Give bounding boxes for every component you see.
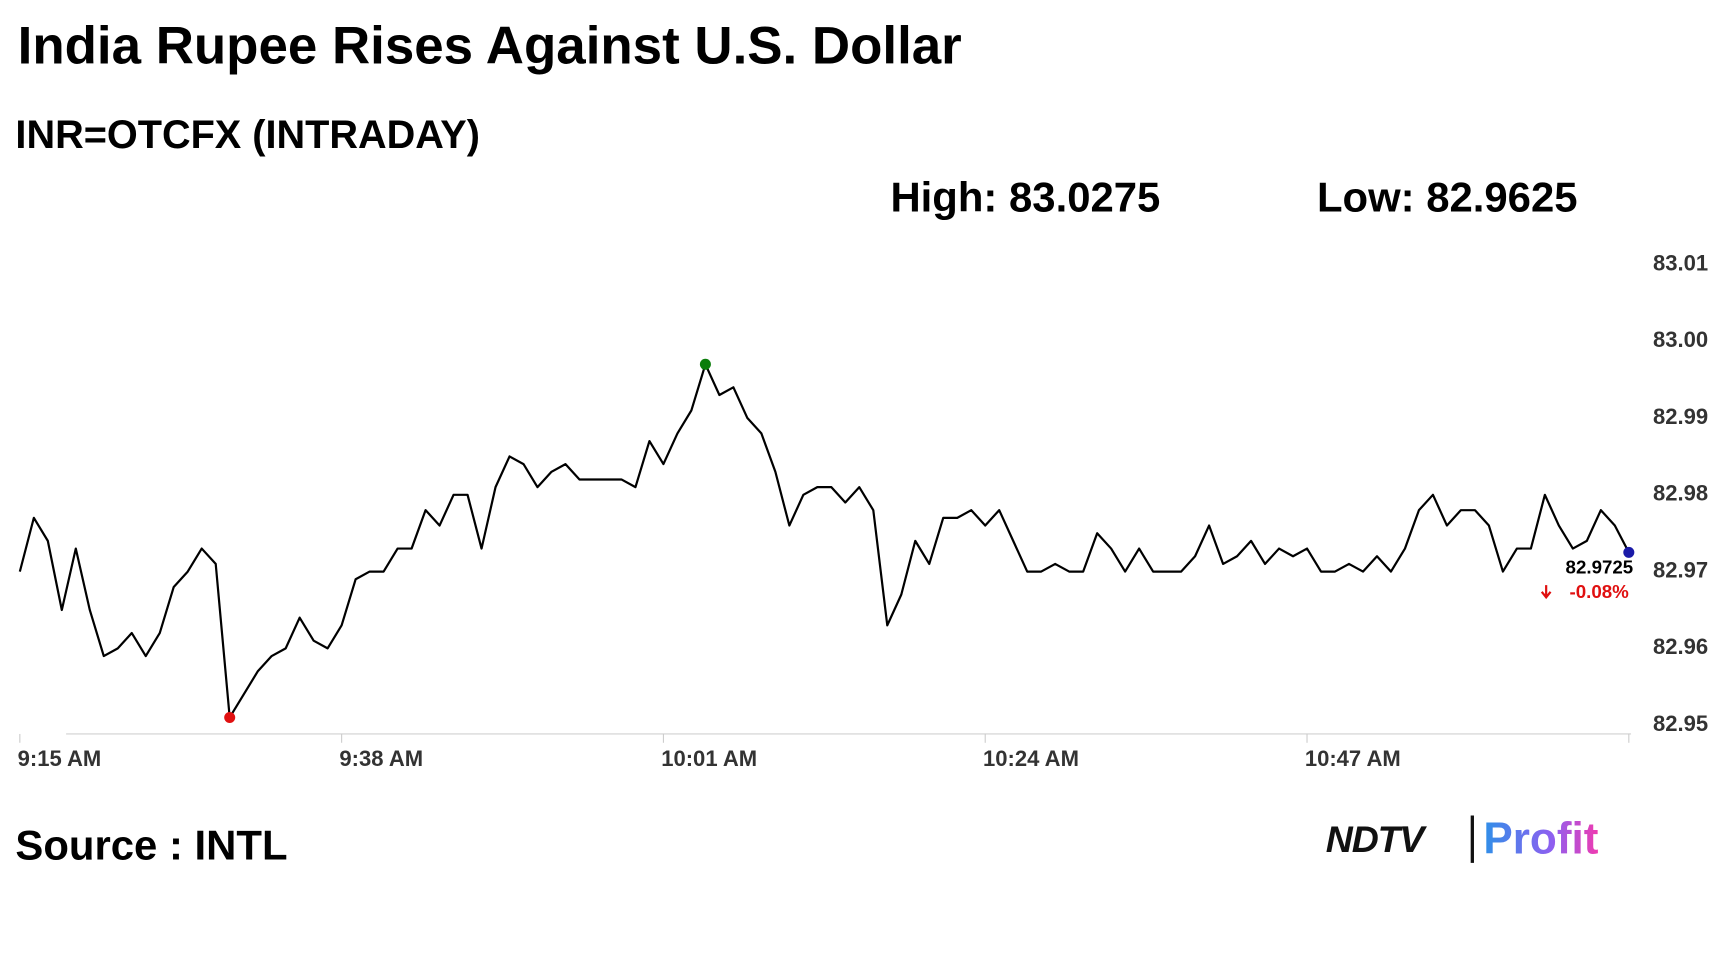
low-marker bbox=[224, 711, 236, 723]
y-tick-label: 82.96 bbox=[1653, 634, 1708, 659]
y-tick-label: 82.98 bbox=[1653, 481, 1708, 506]
x-tick-label: 10:24 AM bbox=[983, 746, 1079, 771]
logo-brand: NDTV bbox=[1326, 818, 1428, 860]
y-tick-label: 83.00 bbox=[1653, 327, 1708, 352]
x-tick-label: 9:38 AM bbox=[339, 746, 423, 771]
x-tick-label: 10:47 AM bbox=[1305, 746, 1401, 771]
y-tick-label: 83.01 bbox=[1653, 250, 1708, 275]
logo-product: Profit bbox=[1483, 815, 1598, 864]
price-line bbox=[18, 363, 1630, 719]
x-tick-label: 10:01 AM bbox=[661, 746, 757, 771]
x-tick-label: 9:15 AM bbox=[18, 746, 102, 771]
source: Source : INTL bbox=[15, 822, 287, 869]
y-tick-label: 82.95 bbox=[1653, 711, 1708, 736]
chart-subtitle: INR=OTCFX (INTRADAY) bbox=[15, 113, 480, 157]
y-tick-label: 82.99 bbox=[1653, 404, 1708, 429]
change-label: -0.08% bbox=[1570, 581, 1630, 602]
high-marker bbox=[699, 358, 711, 370]
high-label: High: 83.0275 bbox=[890, 174, 1160, 221]
low-label: Low: 82.9625 bbox=[1317, 174, 1578, 221]
last-value-label: 82.9725 bbox=[1566, 557, 1634, 578]
chart-title: India Rupee Rises Against U.S. Dollar bbox=[18, 17, 962, 76]
y-tick-label: 82.97 bbox=[1653, 557, 1708, 582]
last-marker bbox=[1623, 546, 1635, 558]
down-arrow bbox=[1540, 585, 1552, 600]
